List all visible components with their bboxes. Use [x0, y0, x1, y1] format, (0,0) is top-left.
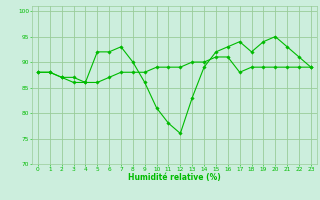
X-axis label: Humidité relative (%): Humidité relative (%)	[128, 173, 221, 182]
